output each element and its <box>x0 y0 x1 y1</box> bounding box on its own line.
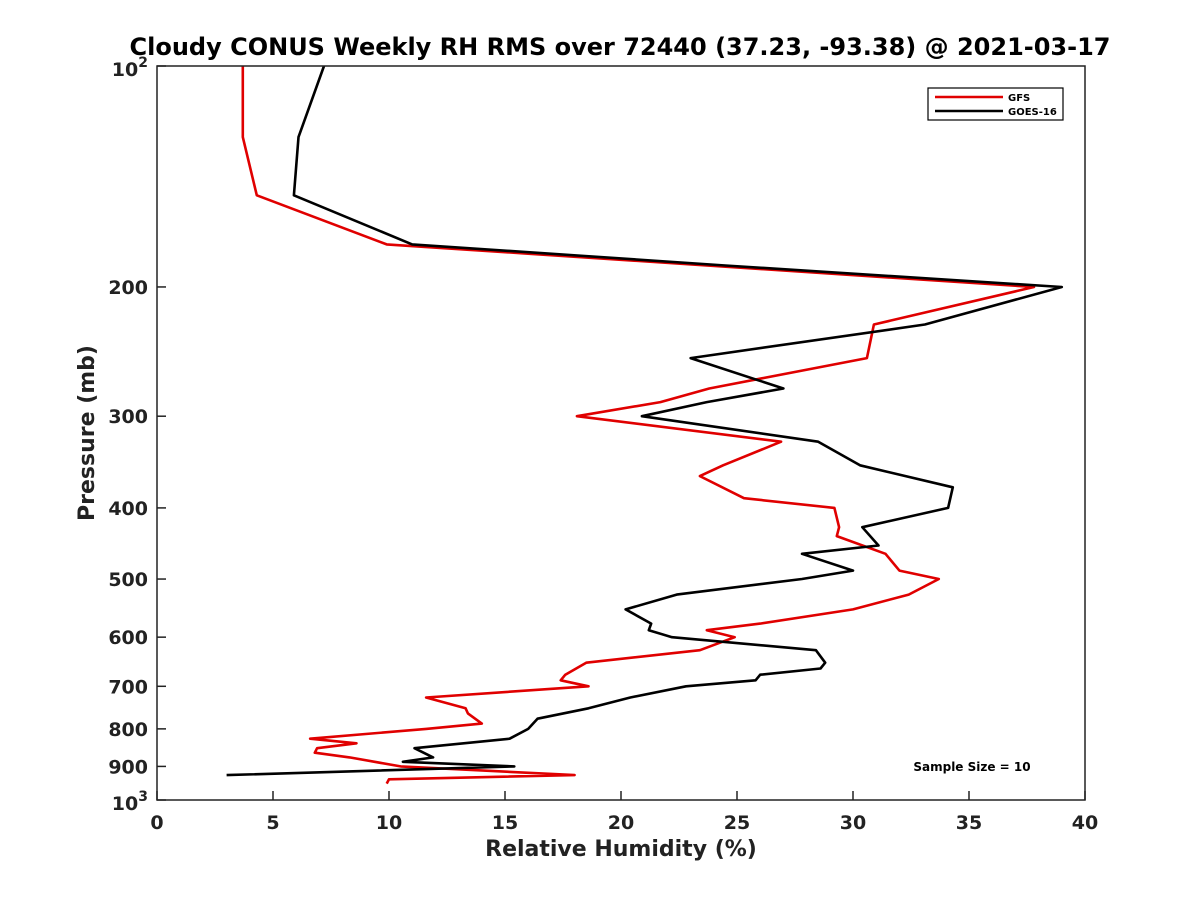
chart-title: Cloudy CONUS Weekly RH RMS over 72440 (3… <box>130 33 1111 61</box>
y-tick-label: 700 <box>108 676 148 698</box>
x-tick-label: 35 <box>956 812 982 834</box>
legend: GFS GOES-16 <box>927 87 1064 121</box>
series-layer <box>226 65 1064 785</box>
y-tick-label: 800 <box>108 719 148 741</box>
y-tick-label: 103 <box>112 789 148 815</box>
x-tick-label: 5 <box>266 812 279 834</box>
x-axis-ticks: 0 5 10 15 20 25 30 35 40 <box>150 791 1098 834</box>
x-tick-label: 10 <box>376 812 402 834</box>
y-tick-label: 102 <box>112 55 148 81</box>
y-axis-label: Pressure (mb) <box>75 345 100 521</box>
y-tick-label: 500 <box>108 569 148 591</box>
legend-label-goes16: GOES-16 <box>1008 107 1057 118</box>
x-tick-label: 0 <box>150 812 163 834</box>
y-tick-label: 200 <box>108 277 148 299</box>
y-tick-label: 600 <box>108 627 148 649</box>
x-tick-label: 30 <box>840 812 866 834</box>
x-tick-label: 15 <box>492 812 518 834</box>
legend-box <box>927 87 1064 121</box>
y-axis-ticks: 102 200 300 400 500 600 700 800 900 103 <box>108 55 166 815</box>
legend-label-gfs: GFS <box>1008 93 1030 104</box>
x-tick-label: 25 <box>724 812 750 834</box>
series-line-gfs <box>241 66 1036 785</box>
y-tick-label: 400 <box>108 498 148 520</box>
y-tick-label: 900 <box>108 756 148 778</box>
x-axis-label: Relative Humidity (%) <box>485 837 757 862</box>
sample-size-annotation: Sample Size = 10 <box>913 760 1030 774</box>
x-tick-label: 40 <box>1072 812 1098 834</box>
x-tick-label: 20 <box>608 812 634 834</box>
y-tick-label: 300 <box>108 406 148 428</box>
series-line-goes16 <box>226 65 1064 777</box>
plot-area: 0 5 10 15 20 25 30 35 40 102 200 300 400 500 600 700 80… <box>108 55 1098 834</box>
